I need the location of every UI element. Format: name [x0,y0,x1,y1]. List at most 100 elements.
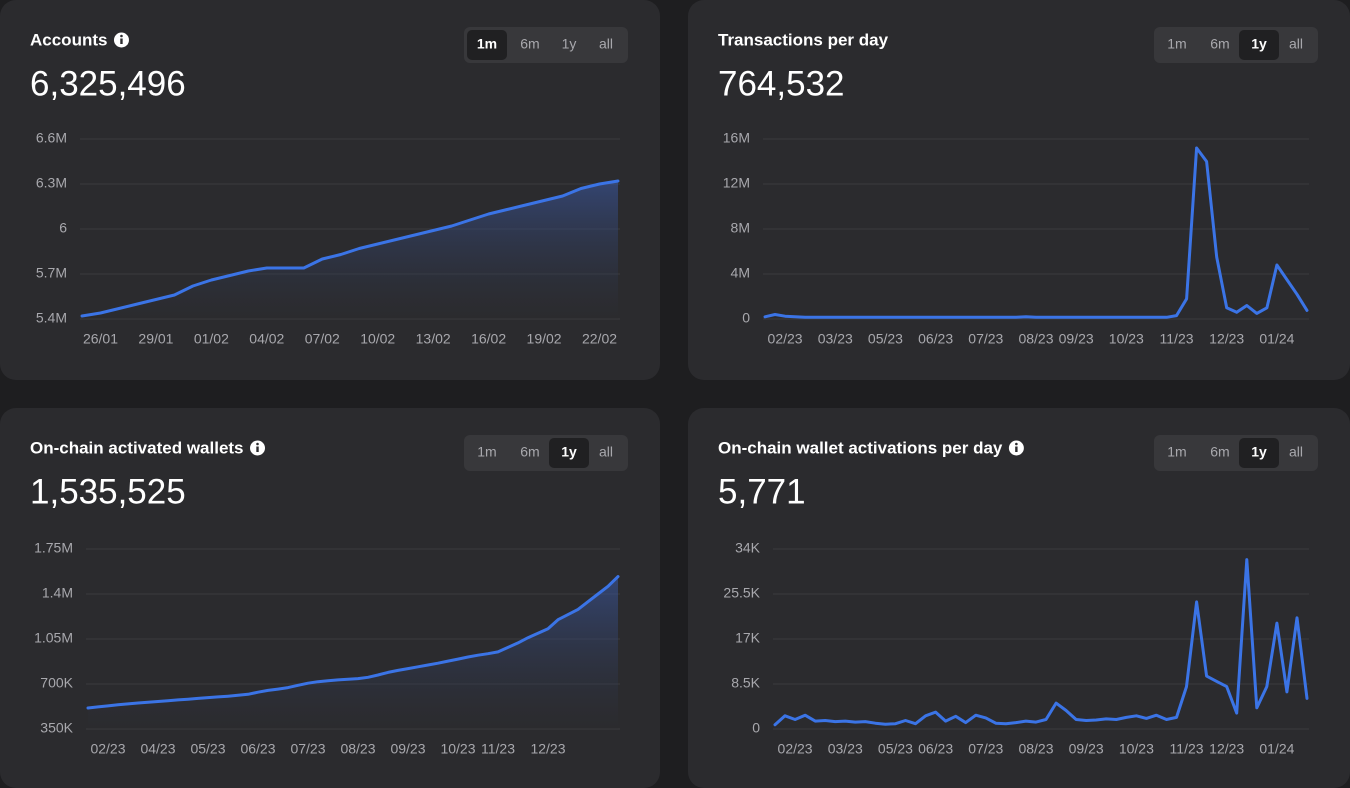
range-button[interactable]: 1m [477,36,497,52]
x-tick-label: 02/23 [90,741,125,757]
range-button-selected [549,438,589,468]
range-button[interactable]: all [1289,444,1303,460]
x-tick-label: 22/02 [582,331,617,347]
data-line [763,146,1309,319]
x-tick-label: 12/23 [1209,741,1244,757]
x-tick-label: 11/23 [1160,331,1194,347]
x-tick-label: 01/24 [1259,331,1294,347]
x-tick-label: 10/23 [1119,741,1154,757]
y-tick-label: 4M [731,265,750,281]
x-tick-label: 01/02 [194,331,229,347]
chart-title: Accounts [30,30,107,49]
x-tick-label: 04/23 [140,741,175,757]
chart-title: On-chain wallet activations per day [718,438,1003,457]
area-fill [88,576,618,729]
chart-card: On-chain activated wallets 1,535,525 1m 6m 1… [0,408,660,788]
chart-card: On-chain wallet activations per day 5,771… [688,408,1350,788]
x-tick-label: 04/02 [249,331,284,347]
x-tick-label: 06/23 [918,741,953,757]
x-tick-label: 08/23 [1018,331,1053,347]
x-tick-label: 06/23 [918,331,953,347]
chart-title: Transactions per day [718,30,889,49]
info-icon[interactable] [1008,440,1024,456]
data-line [773,558,1309,727]
y-tick-label: 1.4M [42,585,73,601]
y-tick-label: 0 [752,720,760,736]
headline-value: 1,535,525 [30,472,186,511]
x-tick-label: 10/02 [360,331,395,347]
range-button[interactable]: 1m [1167,36,1186,52]
x-tick-label: 09/23 [1059,331,1094,347]
y-tick-label: 6 [59,220,67,236]
range-button[interactable]: 1m [477,444,496,460]
card-background [688,0,1350,380]
x-tick-label: 19/02 [527,331,562,347]
x-tick-label: 07/02 [305,331,340,347]
info-icon[interactable] [113,32,129,48]
x-tick-label: 11/23 [1170,741,1204,757]
x-tick-label: 07/23 [968,331,1003,347]
range-button[interactable]: 1y [561,444,577,460]
y-tick-label: 25.5K [723,585,760,601]
x-tick-label: 12/23 [530,741,565,757]
range-button[interactable]: 6m [1210,444,1229,460]
x-tick-label: 05/23 [190,741,225,757]
range-button[interactable]: all [599,36,613,52]
info-icon-stem [120,38,123,44]
x-tick-label: 02/23 [768,331,803,347]
range-button[interactable]: 1m [1167,444,1186,460]
x-tick-label: 26/01 [83,331,118,347]
range-button-selected [1239,438,1279,468]
y-tick-label: 17K [735,630,761,646]
x-tick-label: 08/23 [340,741,375,757]
y-tick-label: 8M [731,220,750,236]
range-button[interactable]: 1y [1251,36,1267,52]
x-tick-label: 07/23 [968,741,1003,757]
x-tick-label: 08/23 [1018,741,1053,757]
y-tick-label: 5.7M [36,265,67,281]
info-icon-stem [256,446,259,452]
y-tick-label: 6.3M [36,175,67,191]
x-tick-label: 10/23 [440,741,475,757]
range-button-selected [1239,30,1279,60]
y-tick-label: 16M [723,130,750,146]
x-tick-label: 07/23 [290,741,325,757]
range-button[interactable]: 6m [520,444,539,460]
x-tick-label: 13/02 [416,331,451,347]
headline-value: 5,771 [718,472,806,511]
y-tick-label: 6.6M [36,130,67,146]
chart-card: Accounts 6,325,496 1m 6m 1y all 5.4M 5.7M 6 6.3M 6… [0,0,660,380]
range-button[interactable]: all [599,444,613,460]
y-tick-label: 350K [40,720,73,736]
x-tick-label: 09/23 [390,741,425,757]
x-tick-label: 10/23 [1109,331,1144,347]
range-button[interactable]: 6m [520,36,539,52]
info-icon-dot [1015,442,1018,446]
y-tick-label: 700K [40,675,73,691]
chart-card: Transactions per day 764,532 1m 6m 1y all 0 4M 8… [688,0,1350,380]
info-icon-dot [256,442,259,446]
x-tick-label: 03/23 [818,331,853,347]
y-tick-label: 34K [735,540,761,556]
x-tick-label: 12/23 [1209,331,1244,347]
headline-value: 764,532 [718,64,845,103]
y-tick-label: 12M [723,175,750,191]
x-tick-label: 01/24 [1259,741,1294,757]
info-icon[interactable] [250,440,266,456]
x-tick-label: 03/23 [828,741,863,757]
x-tick-label: 16/02 [471,331,506,347]
range-button[interactable]: 1y [1251,444,1267,460]
headline-value: 6,325,496 [30,64,186,103]
info-icon-stem [1015,446,1018,452]
x-tick-label: 06/23 [240,741,275,757]
data-line [80,179,620,318]
range-button[interactable]: 1y [562,36,577,52]
x-tick-label: 05/23 [868,331,903,347]
info-icon-dot [120,34,123,38]
y-tick-label: 8.5K [731,675,760,691]
y-tick-label: 1.75M [34,540,73,556]
range-button[interactable]: 6m [1210,36,1229,52]
range-button[interactable]: all [1289,36,1303,52]
